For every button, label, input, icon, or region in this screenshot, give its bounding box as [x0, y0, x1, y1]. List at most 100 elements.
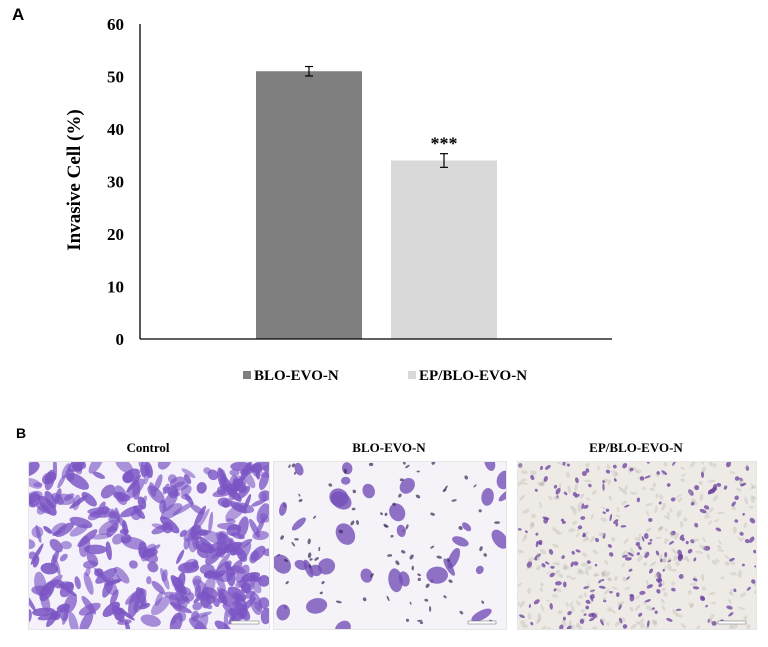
- cell-stain: [575, 477, 579, 484]
- cell-stain: [744, 538, 750, 544]
- cell-stain: [40, 562, 59, 575]
- cell-stain: [648, 517, 653, 523]
- cell-stain: [648, 568, 654, 574]
- cell-stain: [228, 474, 239, 501]
- cell-stain: [29, 490, 43, 503]
- cell-stain: [405, 464, 410, 469]
- cell-stain: [519, 600, 525, 608]
- cell-stain: [734, 476, 740, 481]
- cell-stain: [68, 612, 79, 629]
- cell-stain: [557, 610, 563, 615]
- cell-stain: [540, 604, 545, 612]
- cell-stain: [562, 581, 567, 588]
- cell-stain: [613, 519, 619, 525]
- cell-stain: [540, 465, 543, 471]
- cell-stain: [522, 508, 530, 514]
- cell-stain: [626, 576, 630, 580]
- cell-stain: [550, 565, 555, 569]
- cell-stain: [335, 600, 342, 604]
- y-tick-label: 10: [107, 278, 124, 297]
- cell-stain: [576, 624, 583, 629]
- cell-stain: [203, 467, 212, 475]
- cell-stain: [750, 485, 756, 490]
- cell-stain: [343, 468, 348, 474]
- cell-stain: [621, 500, 627, 506]
- cell-stain: [632, 466, 639, 473]
- panel-a-label: A: [12, 5, 25, 24]
- cell-stain: [575, 622, 580, 628]
- cell-stain: [318, 546, 321, 552]
- cell-stain: [609, 590, 613, 594]
- micrograph-control: [28, 461, 270, 630]
- cell-stain: [81, 491, 97, 507]
- cell-stain: [635, 621, 640, 625]
- cell-stain: [307, 538, 311, 545]
- cell-stain: [251, 499, 267, 507]
- cell-stain: [579, 493, 585, 499]
- cell-stain: [743, 615, 748, 620]
- y-tick-label: 30: [107, 173, 124, 192]
- cell-stain: [143, 468, 151, 485]
- cell-stain: [285, 581, 289, 585]
- cell-stain: [701, 586, 706, 591]
- cell-stain: [582, 536, 588, 543]
- cell-stain: [646, 462, 650, 464]
- cell-stain: [566, 575, 572, 579]
- cell-stain: [43, 526, 53, 534]
- cell-stain: [646, 579, 649, 586]
- cell-stain: [405, 618, 410, 622]
- cell-stain: [551, 594, 558, 598]
- cell-stain: [540, 582, 544, 587]
- cell-stain: [279, 502, 287, 516]
- cell-stain: [661, 505, 665, 511]
- cell-stain: [751, 579, 756, 584]
- cell-stain: [57, 474, 66, 489]
- cell-stain: [583, 504, 589, 509]
- cell-stain: [552, 543, 560, 548]
- cell-stain: [662, 557, 667, 563]
- cell-stain: [558, 573, 564, 578]
- cell-stain: [646, 584, 654, 589]
- cell-stain: [711, 559, 718, 566]
- cell-stain: [212, 560, 232, 580]
- cell-stain: [585, 605, 590, 610]
- cell-stain: [239, 542, 252, 562]
- cell-stain: [738, 478, 744, 483]
- cell-stain: [638, 618, 645, 625]
- cell-stain: [724, 555, 730, 560]
- cell-stain: [678, 574, 684, 579]
- cell-stain: [628, 466, 631, 474]
- cell-stain: [29, 462, 40, 477]
- cell-stain: [592, 626, 598, 629]
- cell-stain: [563, 563, 568, 570]
- cell-stain: [606, 464, 611, 470]
- cell-stain: [669, 508, 673, 513]
- cell-stain: [384, 525, 389, 528]
- cell-stain: [708, 520, 713, 525]
- cell-stain: [629, 557, 632, 561]
- cell-stain: [652, 482, 657, 488]
- cell-stain: [565, 472, 570, 478]
- cell-stain: [645, 625, 650, 629]
- cell-stain: [579, 618, 585, 624]
- cell-stain: [180, 586, 192, 596]
- cell-stain: [191, 611, 212, 620]
- cell-stain: [192, 602, 203, 611]
- cell-stain: [370, 573, 374, 578]
- cell-stain: [667, 557, 672, 562]
- cell-stain: [537, 613, 542, 618]
- cell-stain: [593, 572, 598, 577]
- cell-stain: [641, 536, 645, 542]
- cell-stain: [86, 552, 99, 567]
- cell-stain: [252, 463, 263, 474]
- cell-stain: [409, 601, 412, 605]
- cell-stain: [491, 529, 506, 549]
- cell-stain: [478, 509, 482, 513]
- cell-stain: [426, 566, 448, 584]
- cell-stain: [691, 498, 696, 503]
- cell-stain: [561, 555, 565, 559]
- y-tick-label: 50: [107, 68, 124, 87]
- cell-stain: [701, 466, 707, 472]
- cell-stain: [539, 482, 544, 487]
- scale-bar: [230, 620, 260, 625]
